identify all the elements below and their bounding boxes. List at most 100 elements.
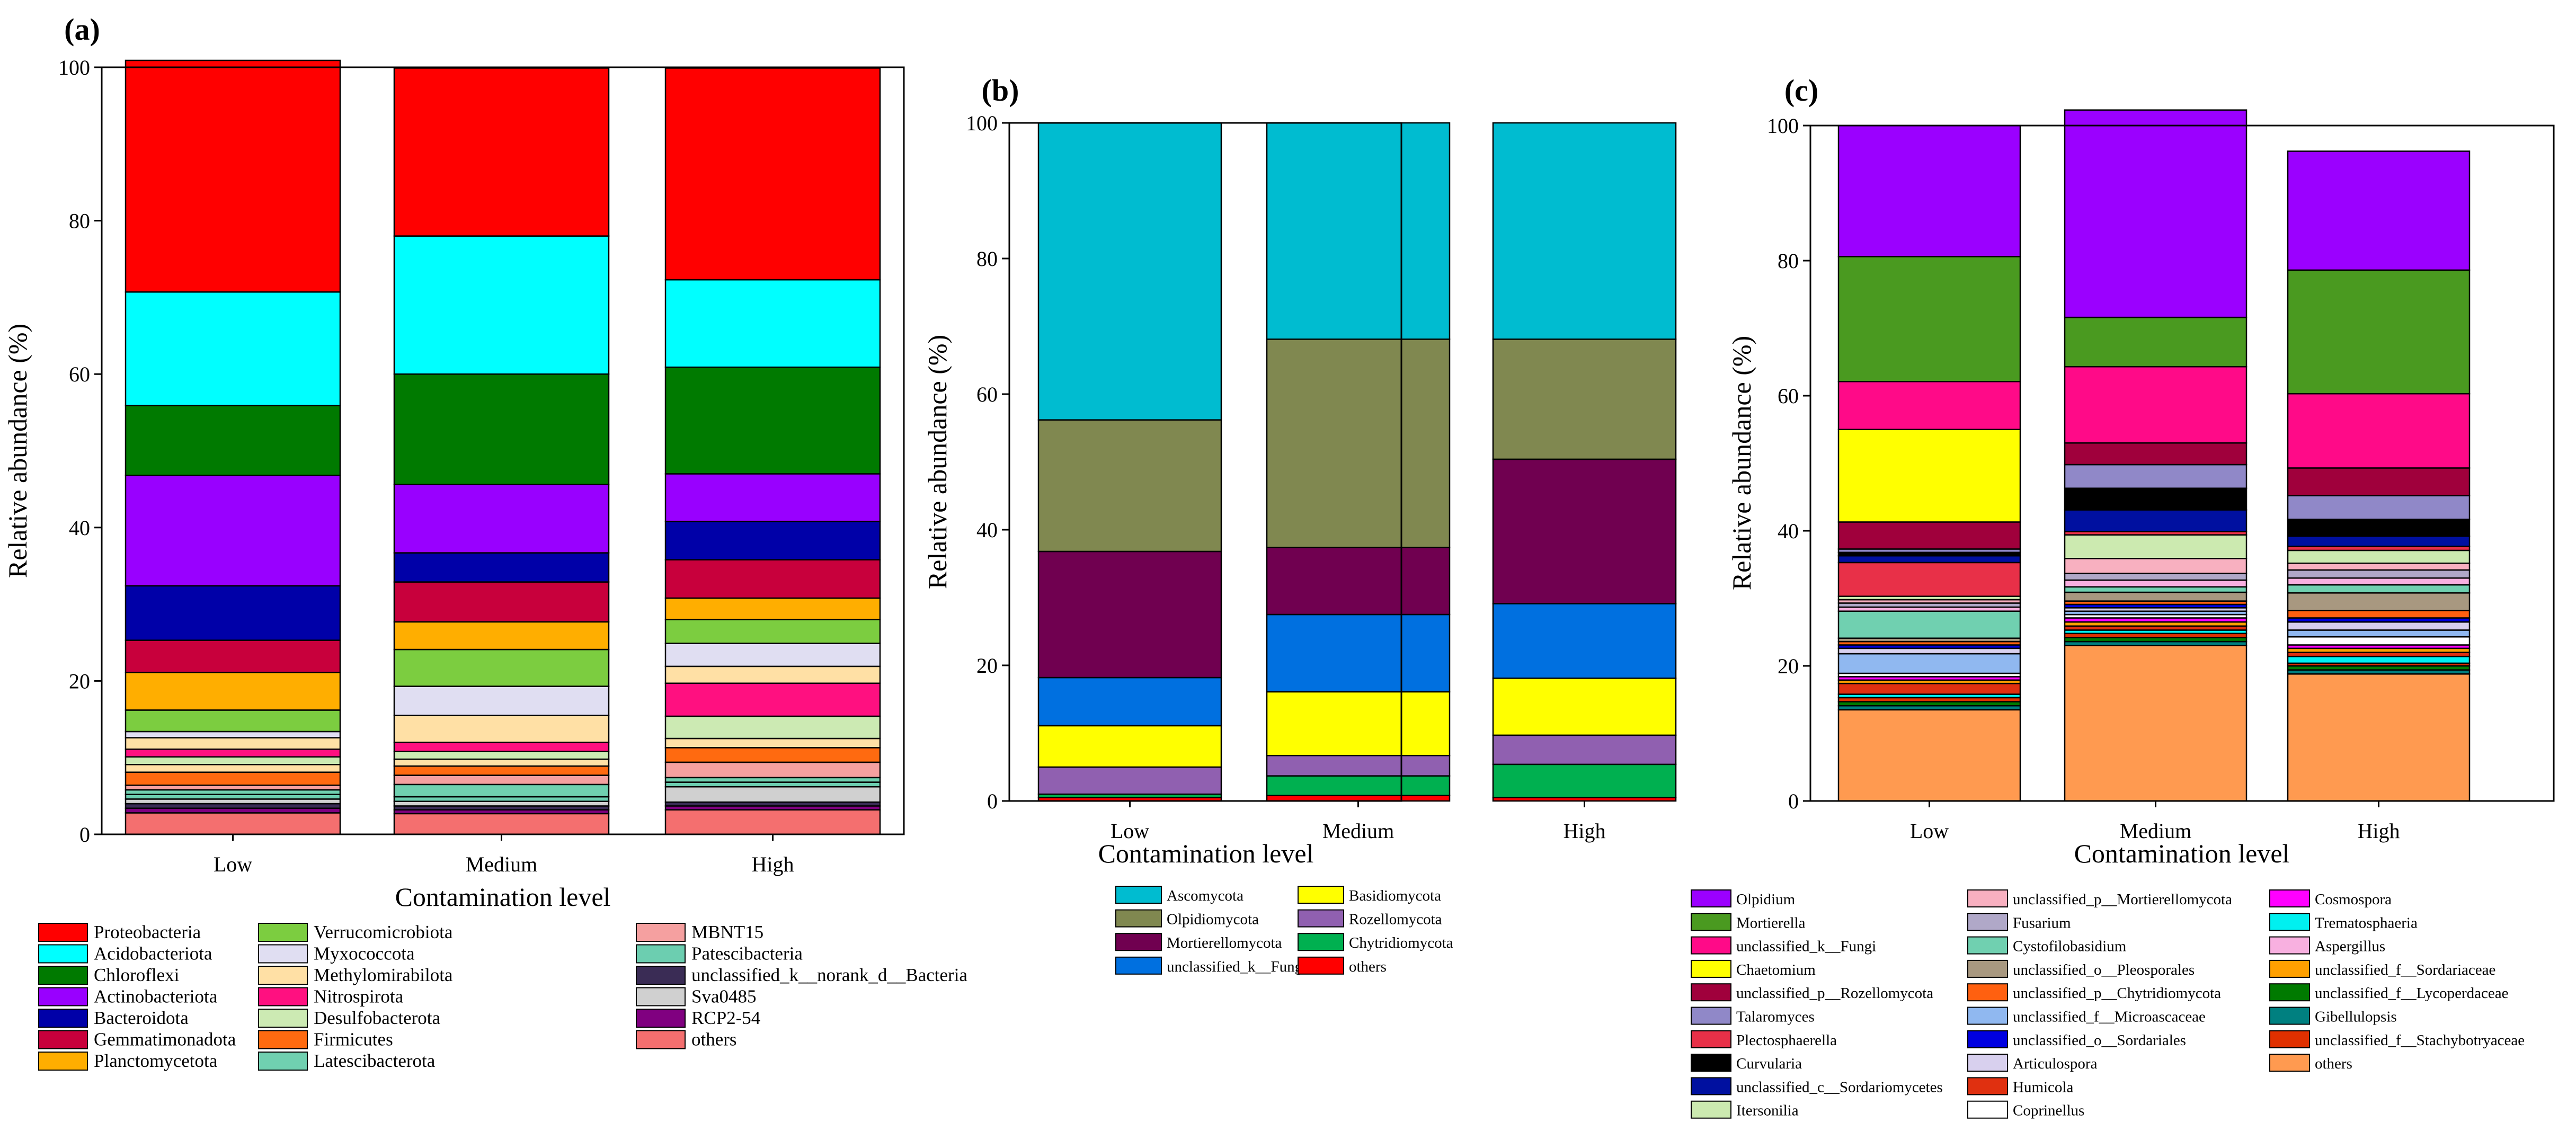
panel-c-legend-label: Chaetomium <box>1736 961 1816 978</box>
panel-a-bar-segment-acidobacteriota <box>664 279 881 368</box>
panel-c-bar-segment-curvularia <box>2287 519 2471 537</box>
panel-a-legend-item: others <box>636 1029 737 1050</box>
panel-a-bar-segment-methylomirabilota <box>664 665 881 684</box>
panel-a-chart: (a) 0 20 40 60 80 100 Low Medium High Contaminatio… <box>3 12 967 1071</box>
panel-c-legend-item: unclassified_o__Pleosporales <box>1967 959 2195 978</box>
panel-c-legend-swatch-unclassified-f-lycoperdaceae <box>2269 983 2310 1002</box>
panel-b-bar-segment-rozellomycota <box>1037 766 1222 795</box>
panel-a-bar-segment-chloroflexi <box>393 373 610 485</box>
panel-c-legend-label: Gibellulopsis <box>2315 1009 2397 1026</box>
panel-b-x-tick-label: High <box>1564 819 1606 843</box>
panel-a-y-axis-title: Relative abundance (%) <box>3 324 32 578</box>
panel-a-bar-segment-actinobacteriota <box>664 473 881 522</box>
panel-b-legend-swatch-mortierellomycota <box>1115 933 1162 951</box>
panel-a-bar-segment-firmicutes <box>393 765 610 776</box>
panel-a-legend-item: Planctomycetota <box>38 1050 218 1071</box>
panel-c-bar-segment-unclassified-p-rozellomycota <box>2287 467 2471 496</box>
panel-c-bar-segment-articulospora <box>1837 647 2021 655</box>
panel-a-legend-swatch-verrucomicrobiota <box>258 923 308 942</box>
panel-b-legend-swatch-rozellomycota <box>1298 909 1344 928</box>
panel-c-x-tick-label: Medium <box>2120 819 2192 843</box>
panel-b-bar-segment-basidiomycota <box>1492 678 1677 736</box>
panel-c-legend-item: Fusarium <box>1967 913 2071 931</box>
panel-c-legend-item: unclassified_c__Sordariomycetes <box>1691 1077 1943 1096</box>
panel-b-bar-medium <box>1266 122 1451 802</box>
panel-a-legend-label: Acidobacteriota <box>94 943 212 964</box>
panel-a-bar-segment-latescibacterota <box>125 789 341 795</box>
panel-a-legend-swatch-actinobacteriota <box>38 987 88 1007</box>
panel-c-bar-segment-mortierella <box>2287 269 2471 395</box>
panel-a-legend-item: Bacteroidota <box>38 1008 189 1028</box>
panel-a-bar-segment-chloroflexi <box>125 405 341 476</box>
panel-c-bar-segment-fusarium <box>2287 569 2471 579</box>
panel-b-legend-swatch-others <box>1298 956 1344 975</box>
panel-a-label: (a) <box>64 12 100 47</box>
panel-a-legend-label: Latescibacterota <box>314 1050 436 1071</box>
panel-a-bar-segment-firmicutes <box>125 771 341 786</box>
panel-a-legend: ProteobacteriaAcidobacteriotaChloroflexi… <box>38 922 967 1071</box>
panel-a-legend-swatch-acidobacteriota <box>38 944 88 964</box>
panel-c-y-axis-title: Relative abundance (%) <box>1727 336 1756 590</box>
panel-b-bar-segment-unclassified-k-fungi <box>1266 613 1451 693</box>
panel-a-bar-segment-desulfobacterota <box>664 715 881 740</box>
panel-a-legend-swatch-chloroflexi <box>38 966 88 985</box>
panel-c-legend-swatch-plectosphaerella <box>1691 1030 1731 1048</box>
panel-b-bar-segment-olpidiomycota <box>1037 419 1222 553</box>
panel-a-legend-item: RCP2-54 <box>636 1008 760 1028</box>
panel-c-legend-label: unclassified_c__Sordariomycetes <box>1736 1079 1943 1096</box>
panel-b-bar-segment-chytridiomycota <box>1266 775 1451 797</box>
panel-b-bar-low <box>1037 122 1222 802</box>
panel-a-y-tick-label: 80 <box>69 209 90 233</box>
panel-a-legend-item: MBNT15 <box>636 922 763 942</box>
panel-a-legend-label: Proteobacteria <box>94 922 201 942</box>
panel-c-bar-segment-unclassified-c-sordariomycetes <box>2064 509 2248 532</box>
panel-c-bar-segment-unclassified-c-sordariomycetes <box>1837 555 2021 564</box>
panel-a-bar-segment-latescibacterota <box>664 777 881 783</box>
panel-b-legend-label: unclassified_k__Fungi <box>1167 958 1307 975</box>
panel-c-bar-segment-chaetomium <box>1837 429 2021 523</box>
panel-b-bar-segment-mortierellomycota <box>1492 458 1677 604</box>
panel-c-legend-item: Cystofilobasidium <box>1967 936 2127 955</box>
panel-a-legend-label: Nitrospirota <box>314 986 404 1007</box>
panel-c-x-tick-label: Low <box>1910 819 1949 843</box>
panel-a-bar-segment-planctomycetota <box>125 672 341 711</box>
panel-c-bar-segment-others <box>2064 645 2248 802</box>
panel-c-bar-segment-talaromyces <box>2287 495 2471 520</box>
panel-c-legend-swatch-trematosphaeria <box>2269 913 2310 931</box>
panel-a-bar-segment-nitrospirota <box>664 682 881 717</box>
panel-b-legend-swatch-unclassified-k-fungi <box>1115 956 1162 975</box>
panel-a-legend-swatch-nitrospirota <box>258 987 308 1007</box>
panel-c-y-tick-label: 60 <box>1778 384 1799 408</box>
panel-a-legend-label: Methylomirabilota <box>314 965 453 985</box>
panel-a-bar-segment-myxococcota <box>125 731 341 738</box>
panel-a-legend-swatch-rcp2-54 <box>636 1009 686 1028</box>
panel-b-bar-segment-unclassified-k-fungi <box>1492 603 1677 679</box>
panel-b-y-tick-label: 40 <box>976 518 998 542</box>
panel-c-legend-label: others <box>2315 1055 2352 1072</box>
panel-b-bar-segment-chytridiomycota <box>1492 763 1677 798</box>
panel-c-bar-segment-unclassified-p-mortierellomycota <box>2064 558 2248 574</box>
panel-a-x-axis-title: Contamination level <box>395 882 611 912</box>
panel-c-bar-medium <box>2064 109 2248 802</box>
panel-c-bar-segment-plectosphaerella <box>1837 562 2021 597</box>
panel-a-y-tick-label: 60 <box>69 362 90 386</box>
panel-c-legend-swatch-unclassified-f-sordariaceae <box>2269 959 2310 978</box>
panel-a-legend-swatch-myxococcota <box>258 944 308 964</box>
panel-b-legend-swatch-ascomycota <box>1115 886 1162 904</box>
panel-a-plot-frame <box>101 66 905 835</box>
panel-c-legend-item: Olpidium <box>1691 889 1796 908</box>
panel-c-bar-segment-coprinellus <box>2287 636 2471 646</box>
panel-a-bar-segment-others <box>664 809 881 835</box>
panel-b-legend-swatch-basidiomycota <box>1298 886 1344 904</box>
panel-c-bar-segment-unclassified-o-pleosporales <box>2287 592 2471 611</box>
panel-b-legend-item: unclassified_k__Fungi <box>1115 956 1307 975</box>
panel-c-legend-swatch-unclassified-k-fungi <box>1691 936 1731 955</box>
panel-c-legend-swatch-unclassified-p-chytridiomycota <box>1967 983 2008 1002</box>
panel-b-bar-segment-others <box>1266 795 1451 802</box>
panel-b-legend-item: Ascomycota <box>1115 886 1243 904</box>
panel-a-legend-swatch-sva0485 <box>636 987 686 1007</box>
panel-c-legend-label: unclassified_f__Lycoperdaceae <box>2315 985 2509 1002</box>
panel-c-legend-label: Fusarium <box>2013 914 2071 931</box>
panel-b-legend-item: Olpidiomycota <box>1115 909 1259 928</box>
